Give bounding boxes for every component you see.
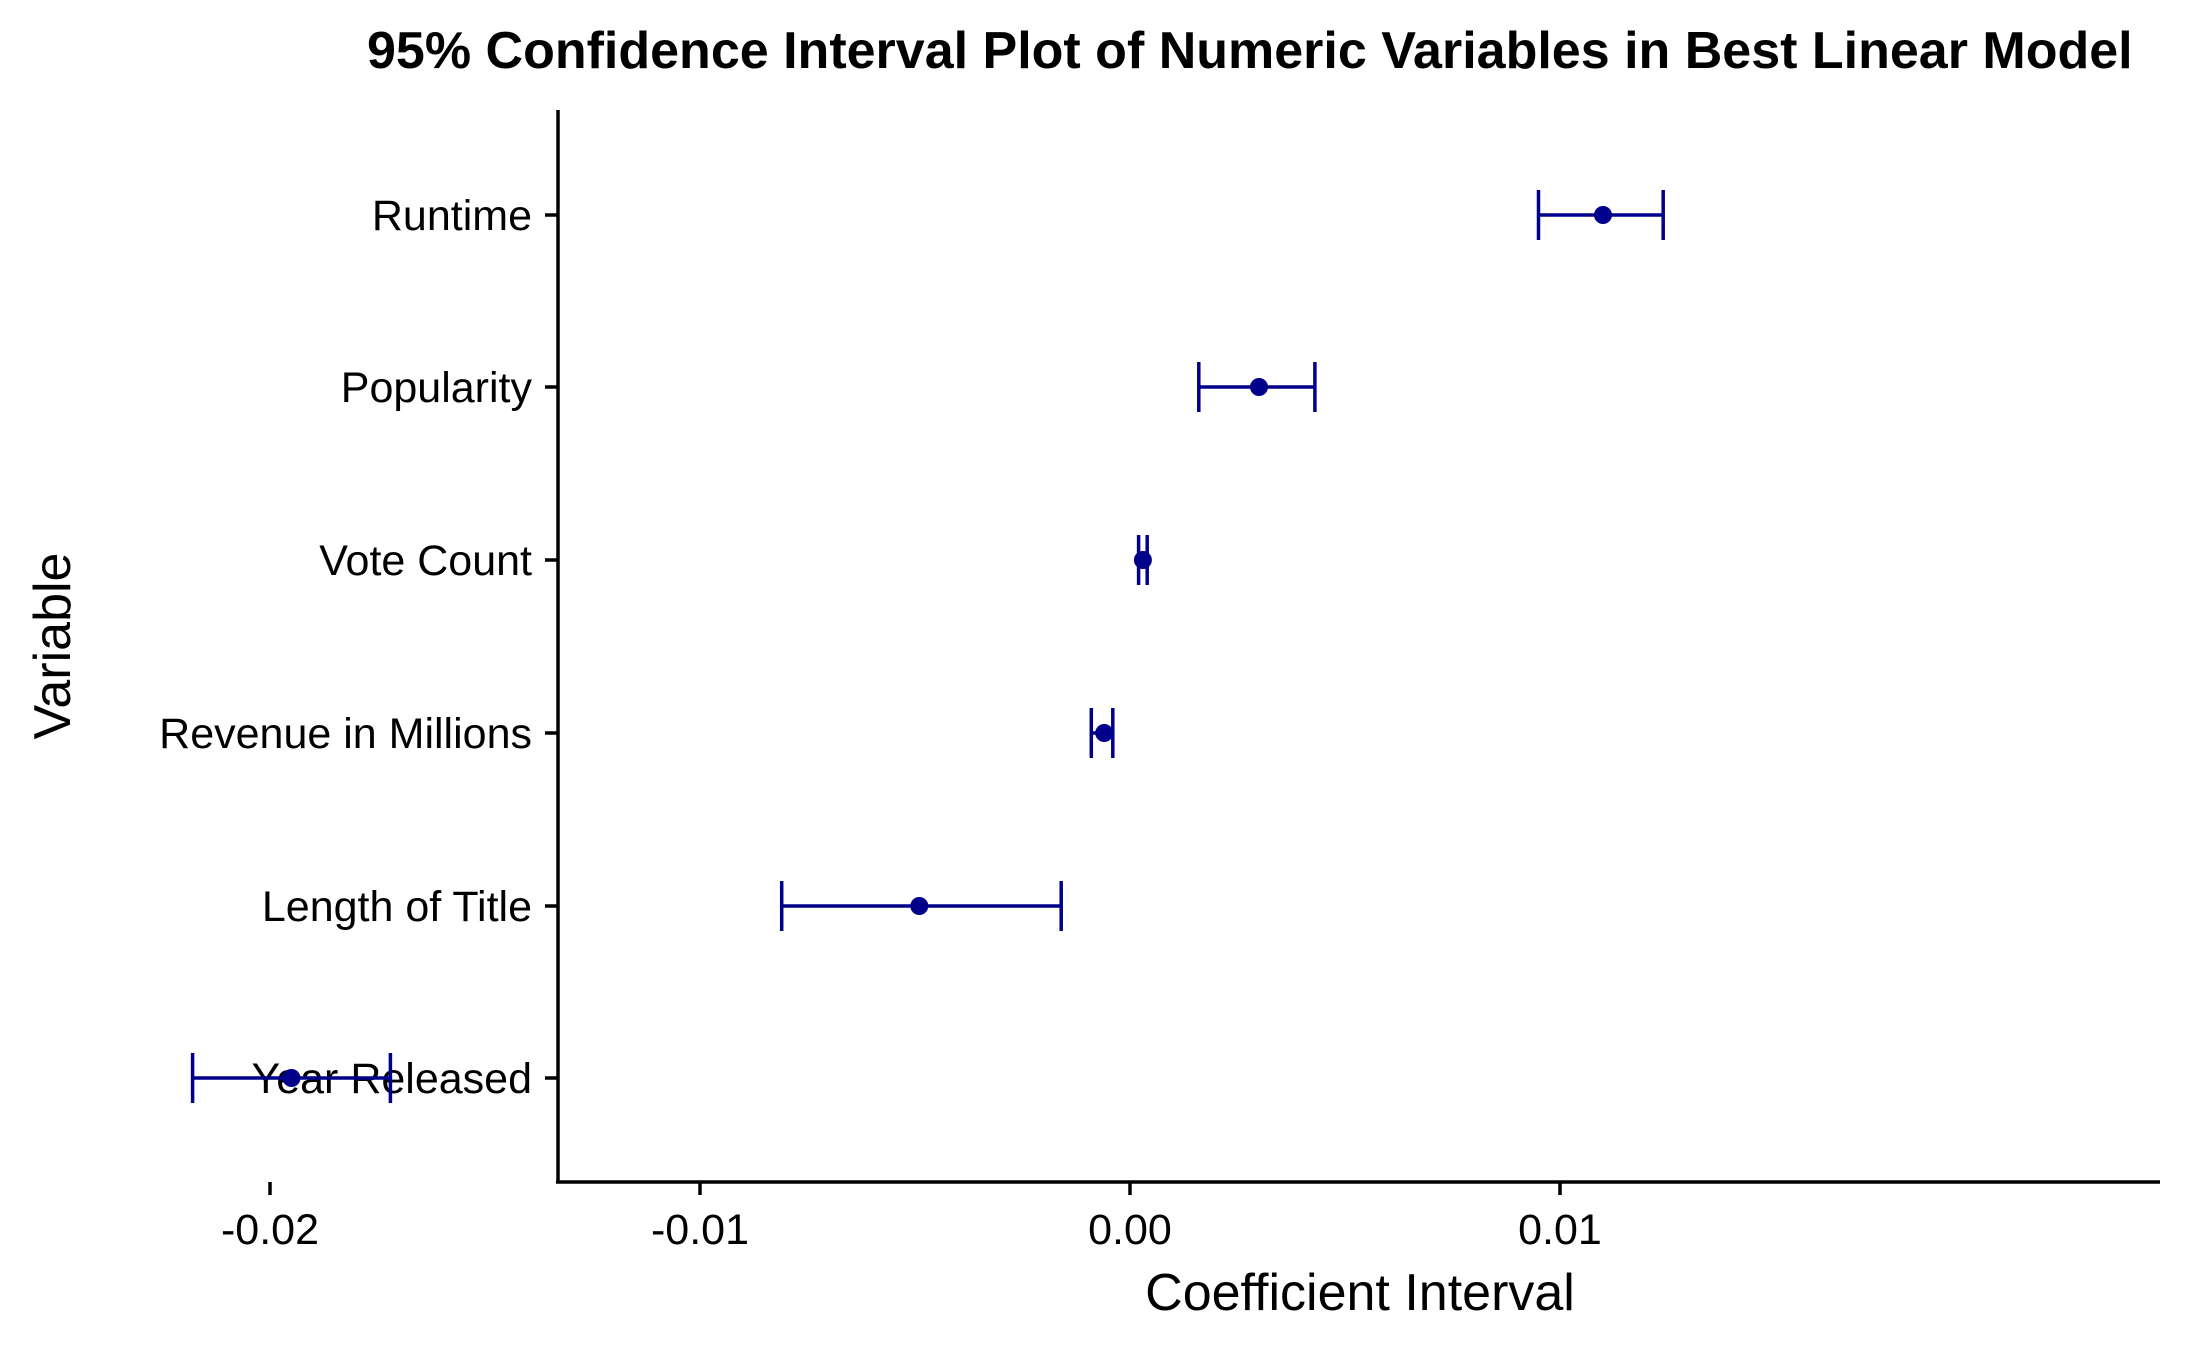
- x-axis-title: Coefficient Interval: [1145, 1264, 1575, 1322]
- y-tick-label: Popularity: [341, 364, 533, 412]
- y-axis-title: Variable: [24, 553, 82, 740]
- estimate-point: [1594, 206, 1612, 224]
- estimate-point: [910, 897, 929, 915]
- y-tick-label: Length of Title: [262, 883, 532, 931]
- y-tick-label: Vote Count: [319, 537, 532, 585]
- estimate-point: [1250, 378, 1268, 396]
- x-tick-label: 0.00: [1088, 1206, 1172, 1254]
- y-tick-label: Runtime: [372, 192, 532, 240]
- y-tick-label: Revenue in Millions: [159, 710, 532, 758]
- estimate-point: [1095, 724, 1114, 742]
- estimate-point: [1133, 551, 1152, 569]
- x-tick-label: -0.01: [651, 1206, 749, 1254]
- x-tick-label: -0.02: [221, 1206, 319, 1254]
- x-tick-label: 0.01: [1518, 1206, 1602, 1254]
- estimate-point: [282, 1069, 301, 1087]
- chart-title: 95% Confidence Interval Plot of Numeric …: [367, 22, 2133, 80]
